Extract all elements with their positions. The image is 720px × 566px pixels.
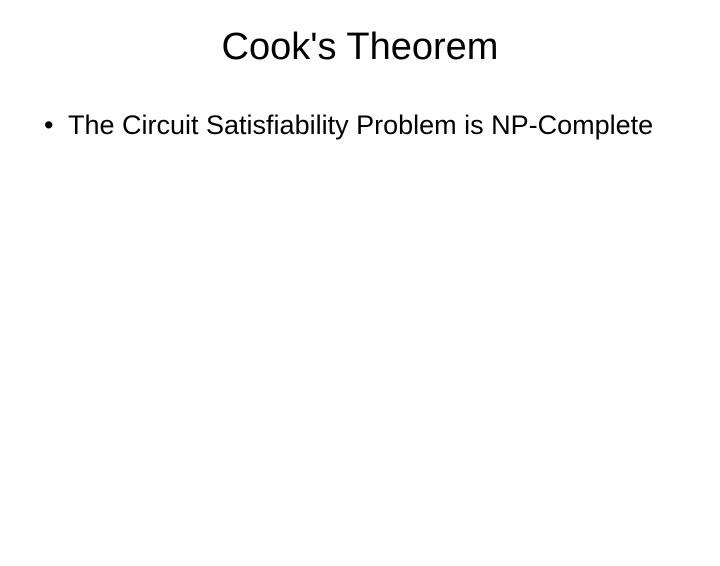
bullet-list: The Circuit Satisfiability Problem is NP… (0, 109, 720, 141)
slide-container: Cook's Theorem The Circuit Satisfiabilit… (0, 26, 720, 566)
bullet-item: The Circuit Satisfiability Problem is NP… (44, 109, 676, 141)
slide-title: Cook's Theorem (0, 26, 720, 69)
